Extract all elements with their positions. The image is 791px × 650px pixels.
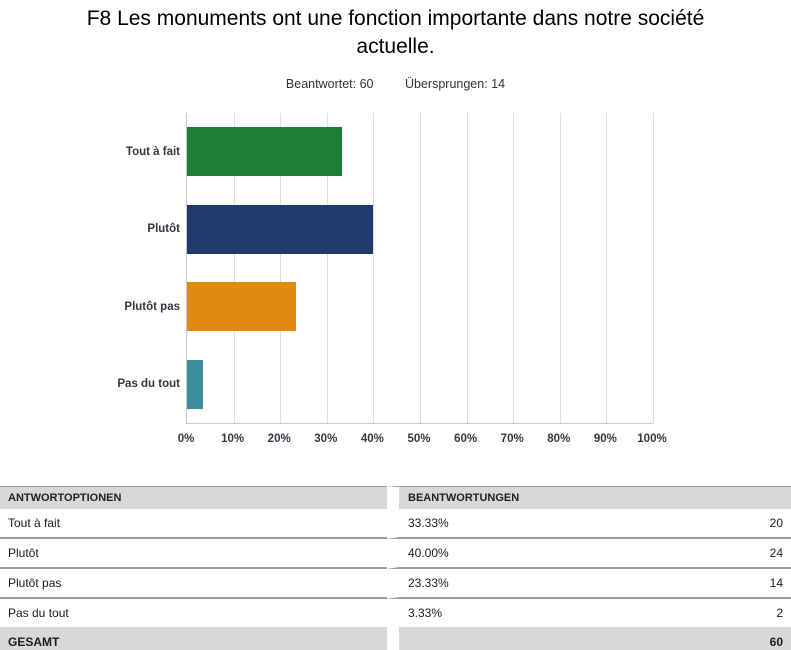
category-label: Pas du tout xyxy=(117,378,180,391)
total-percent-cell xyxy=(387,627,682,650)
gridline xyxy=(280,113,282,423)
table-header-row: ANTWORTOPTIONEN BEANTWORTUNGEN xyxy=(0,486,791,509)
category-label: Plutôt xyxy=(147,223,180,236)
skipped-value: 14 xyxy=(491,77,506,91)
chart-bar xyxy=(187,359,203,409)
chart-bar xyxy=(187,127,343,177)
response-stats: Beantwortet: 60 Übersprungen: 14 xyxy=(0,77,791,91)
answered-value: 60 xyxy=(359,77,374,91)
plot-area xyxy=(186,113,654,424)
skipped-stat: Übersprungen: 14 xyxy=(405,77,505,91)
x-tick-label: 60% xyxy=(454,433,478,445)
option-cell: Tout à fait xyxy=(0,509,387,539)
total-count-cell: 60 xyxy=(682,627,791,650)
count-cell: 2 xyxy=(682,599,791,627)
count-cell: 14 xyxy=(682,569,791,599)
count-cell: 24 xyxy=(682,539,791,569)
gridline xyxy=(466,113,468,423)
total-label-cell: GESAMT xyxy=(0,627,387,650)
x-tick-label: 20% xyxy=(267,433,291,445)
chart-row xyxy=(187,113,653,191)
percent-cell: 3.33% xyxy=(387,599,682,627)
chart-row xyxy=(187,268,653,346)
x-tick-label: 30% xyxy=(314,433,338,445)
gridline xyxy=(606,113,608,423)
x-tick-label: 50% xyxy=(407,433,431,445)
gridline xyxy=(653,113,654,423)
x-tick-label: 10% xyxy=(221,433,245,445)
percent-cell: 33.33% xyxy=(387,509,682,539)
option-cell: Plutôt xyxy=(0,539,387,569)
column-header-options: ANTWORTOPTIONEN xyxy=(0,486,387,509)
category-label: Tout à fait xyxy=(125,145,180,158)
answered-label: Beantwortet: xyxy=(285,77,357,91)
chart-bar xyxy=(187,204,374,254)
option-cell: Plutôt pas xyxy=(0,569,387,599)
gridline xyxy=(233,113,235,423)
chart-row xyxy=(187,346,653,424)
table-row: Plutôt 40.00% 24 xyxy=(0,539,791,569)
option-cell: Pas du tout xyxy=(0,599,387,627)
chart-bar xyxy=(187,282,296,332)
table-row: Pas du tout 3.33% 2 xyxy=(0,599,791,627)
x-axis-ticks: 0% 10% 20% 30% 40% 50% 60% 70% 80% 90% 100% xyxy=(178,433,667,453)
x-tick-label: 0% xyxy=(177,433,195,445)
question-title: F8 Les monuments ont une fonction import… xyxy=(86,7,705,58)
table-row: Plutôt pas 23.33% 14 xyxy=(0,569,791,599)
y-axis-labels: Tout à fait Plutôt Plutôt pas Pas du tout xyxy=(0,113,182,423)
gridline xyxy=(326,113,328,423)
percent-cell: 40.00% xyxy=(387,539,682,569)
table-row: Tout à fait 33.33% 20 xyxy=(0,509,791,539)
x-tick-label: 80% xyxy=(547,433,571,445)
results-table: ANTWORTOPTIONEN BEANTWORTUNGEN Tout à fa… xyxy=(0,486,791,650)
x-tick-label: 100% xyxy=(637,433,667,445)
category-label: Plutôt pas xyxy=(124,300,180,313)
skipped-label: Übersprungen: xyxy=(404,77,488,91)
gridline xyxy=(513,113,515,423)
table-total-row: GESAMT 60 xyxy=(0,627,791,650)
count-cell: 20 xyxy=(682,509,791,539)
x-tick-label: 90% xyxy=(593,433,617,445)
x-tick-label: 70% xyxy=(500,433,524,445)
bar-chart: Tout à fait Plutôt Plutôt pas Pas du tout 0… xyxy=(0,113,791,463)
gridline xyxy=(559,113,561,423)
percent-cell: 23.33% xyxy=(387,569,682,599)
answered-stat: Beantwortet: 60 xyxy=(286,77,374,91)
chart-row xyxy=(187,191,653,269)
gridline xyxy=(373,113,375,423)
x-tick-label: 40% xyxy=(360,433,384,445)
column-header-responses: BEANTWORTUNGEN xyxy=(387,486,791,509)
gridline xyxy=(420,113,421,423)
